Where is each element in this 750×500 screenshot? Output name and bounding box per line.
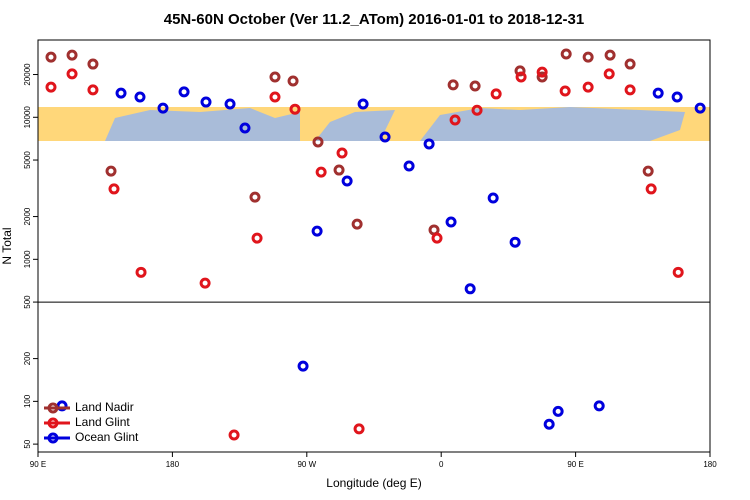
y-tick-label: 1000: [23, 250, 32, 268]
point: [297, 360, 309, 372]
point: [351, 218, 363, 230]
point: [135, 266, 147, 278]
point: [341, 175, 353, 187]
legend-marker: [47, 417, 59, 429]
map-land: [105, 108, 300, 141]
point: [239, 122, 251, 134]
x-tick-label: 180: [166, 460, 180, 469]
point: [449, 114, 461, 126]
point: [269, 91, 281, 103]
y-tick-label: 500: [23, 295, 32, 309]
plot-frame: [37, 39, 711, 453]
point: [333, 164, 345, 176]
point: [536, 66, 548, 78]
point: [582, 81, 594, 93]
x-tick-label: 90 E: [30, 460, 46, 469]
point: [471, 104, 483, 116]
point: [447, 79, 459, 91]
point: [108, 183, 120, 195]
point: [423, 138, 435, 150]
point: [311, 225, 323, 237]
point: [445, 216, 457, 228]
point: [249, 191, 261, 203]
x-tick-label: 180: [703, 460, 717, 469]
y-tick-label: 5000: [23, 151, 32, 169]
y-tick-label: 200: [23, 351, 32, 365]
point: [157, 102, 169, 114]
point: [469, 80, 481, 92]
y-tick-label: 100: [23, 394, 32, 408]
y-tick-label: 20000: [23, 63, 32, 86]
y-tick-label: 2000: [23, 207, 32, 225]
point: [45, 51, 57, 63]
y-tick-label: 10000: [23, 106, 32, 129]
point: [200, 96, 212, 108]
map-land: [420, 107, 685, 141]
point: [315, 166, 327, 178]
point: [115, 87, 127, 99]
point: [353, 423, 365, 435]
point: [269, 71, 281, 83]
legend-marker: [47, 402, 59, 414]
point: [336, 147, 348, 159]
map-land: [315, 110, 395, 141]
y-tick-label: 50: [23, 439, 32, 448]
x-tick-label: 0: [439, 460, 444, 469]
legend-label: Land Glint: [75, 415, 130, 429]
point: [178, 86, 190, 98]
point: [357, 98, 369, 110]
point: [552, 405, 564, 417]
y-axis-label: N Total: [0, 227, 14, 264]
point: [604, 49, 616, 61]
point: [624, 84, 636, 96]
point: [312, 136, 324, 148]
legend-label: Ocean Glint: [75, 430, 139, 444]
x-tick-label: 90 E: [567, 460, 583, 469]
point: [694, 102, 706, 114]
point: [509, 236, 521, 248]
point: [671, 91, 683, 103]
point: [228, 429, 240, 441]
point: [593, 400, 605, 412]
point: [199, 277, 211, 289]
point: [251, 232, 263, 244]
legend-marker: [47, 432, 59, 444]
map-strip: [38, 107, 710, 141]
x-axis-label: Longitude (deg E): [326, 476, 421, 490]
point: [652, 87, 664, 99]
point: [464, 283, 476, 295]
point: [543, 418, 555, 430]
point: [87, 84, 99, 96]
point: [515, 71, 527, 83]
point: [487, 192, 499, 204]
point: [224, 98, 236, 110]
point: [289, 103, 301, 115]
point: [87, 58, 99, 70]
point: [624, 58, 636, 70]
point: [514, 65, 526, 77]
point: [45, 81, 57, 93]
chart-title: 45N-60N October (Ver 11.2_ATom) 2016-01-…: [164, 11, 584, 28]
legend-label: Land Nadir: [75, 400, 134, 414]
point: [66, 49, 78, 61]
point: [642, 165, 654, 177]
point: [134, 91, 146, 103]
point: [490, 88, 502, 100]
point: [603, 68, 615, 80]
x-tick-label: 90 W: [297, 460, 316, 469]
point: [431, 232, 443, 244]
point: [66, 68, 78, 80]
point: [560, 48, 572, 60]
point: [287, 75, 299, 87]
point: [672, 266, 684, 278]
point: [559, 85, 571, 97]
point: [582, 51, 594, 63]
point: [645, 183, 657, 195]
point: [379, 131, 391, 143]
point: [403, 160, 415, 172]
point: [536, 71, 548, 83]
point: [105, 165, 117, 177]
